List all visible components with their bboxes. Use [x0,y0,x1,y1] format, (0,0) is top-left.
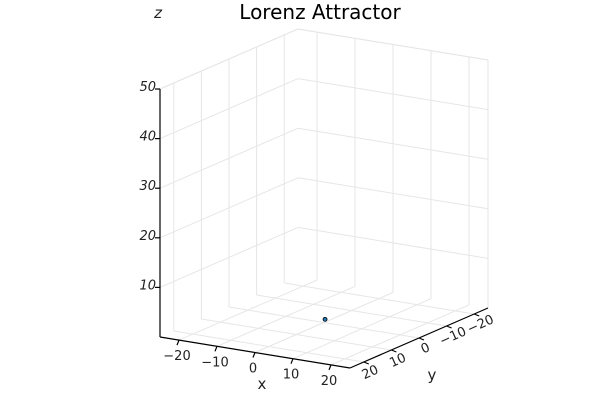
gridline-floor-y [256,294,447,327]
grid-layer [159,28,489,366]
y-tick-label: 0 [419,340,433,357]
gridline-side-z [159,127,299,189]
gridline-back-z [297,78,489,111]
chart-title: Lorenz Attractor [239,0,401,24]
y-tick-mark [446,325,452,329]
z-tick-label: 20 [139,229,156,244]
y-tick-mark [418,337,425,341]
x-tick-mark [328,364,332,371]
x-tick-label: 10 [283,368,300,383]
gridline-side-z [159,78,299,140]
data-layer [322,316,328,322]
z-tick-label: 30 [139,179,156,194]
z-axis-label: z [153,4,163,22]
x-tick-label: 20 [321,374,338,389]
data-point [322,316,328,322]
x-tick-mark [290,358,294,364]
x-tick-mark [176,339,180,346]
z-tick-label: 50 [139,80,156,95]
x-tick-label: 0 [249,362,257,377]
x-tick-label: −20 [163,349,190,364]
gridline-back-z [297,177,489,210]
y-tick-mark [363,361,370,365]
x-axis-label: x [258,375,267,393]
gridline-side-z [159,226,299,288]
pane-edge [159,28,299,90]
y-tick-label: 20 [360,363,381,383]
y-axis-label: y [428,366,437,384]
y-tick-mark [391,349,397,353]
z-tick-label: 10 [139,278,156,293]
gridline-floor-y [201,318,392,351]
y-tick-mark [473,313,480,317]
pane-edge [297,28,489,61]
x-tick-mark [214,346,218,352]
gridline-back-z [297,127,489,160]
gridline-back-z [297,226,489,259]
gridline-side-z [159,177,299,239]
z-tick-label: 40 [139,130,156,145]
gridline-floor-y [284,282,475,315]
gridline-floor-y [228,306,420,339]
x-tick-mark [252,352,256,358]
gridline-floor-y [173,330,364,363]
x-tick-label: −10 [201,355,228,370]
axis-layer [159,89,489,369]
y-tick-label: 10 [387,351,408,371]
